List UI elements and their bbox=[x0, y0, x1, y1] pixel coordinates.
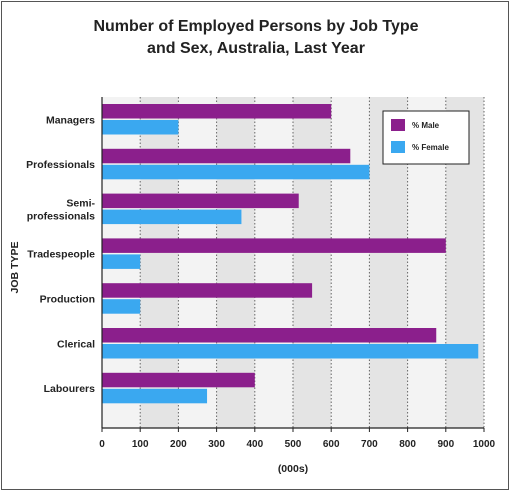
bar-male-3 bbox=[102, 238, 446, 253]
bar-male-2 bbox=[102, 193, 299, 209]
chart-title-line-1: Number of Employed Persons by Job Type bbox=[93, 18, 419, 35]
legend-swatch bbox=[391, 141, 405, 153]
category-label: Managers bbox=[46, 114, 95, 126]
x-tick-label: 600 bbox=[323, 439, 340, 450]
legend-swatch bbox=[391, 119, 405, 131]
bar-female-5 bbox=[102, 344, 479, 359]
category-label: Semi- bbox=[66, 197, 95, 209]
x-tick-label: 1000 bbox=[473, 439, 496, 450]
x-tick-label: 800 bbox=[399, 439, 416, 450]
category-label: Production bbox=[40, 293, 95, 305]
legend-label: % Female bbox=[412, 143, 449, 152]
category-label: Professionals bbox=[26, 159, 95, 171]
x-tick-label: 200 bbox=[170, 439, 187, 450]
bar-male-4 bbox=[102, 283, 313, 298]
bar-male-0 bbox=[102, 104, 332, 119]
bar-female-3 bbox=[102, 254, 141, 269]
x-axis-label: (000s) bbox=[278, 463, 308, 475]
x-tick-label: 0 bbox=[99, 439, 105, 450]
chart-title: Number of Employed Persons by Job Type a… bbox=[0, 16, 512, 60]
background-band bbox=[254, 97, 293, 428]
bar-female-4 bbox=[102, 299, 141, 314]
x-tick-label: 400 bbox=[246, 439, 263, 450]
x-axis: 0 100 200 300 400 500 600 700 800 900 1000 bbox=[99, 97, 496, 450]
chart-title-line-2: and Sex, Australia, Last Year bbox=[147, 40, 365, 57]
x-tick-label: 100 bbox=[132, 439, 149, 450]
bar-female-1 bbox=[102, 164, 370, 180]
background-band bbox=[331, 97, 370, 428]
bar-female-6 bbox=[102, 388, 208, 404]
category-label: professionals bbox=[27, 210, 95, 222]
legend-label: % Male bbox=[412, 121, 440, 130]
category-labels: Managers Professionals Semi-professionals T… bbox=[26, 114, 95, 395]
category-label: Tradespeople bbox=[27, 249, 95, 261]
bar-female-2 bbox=[102, 209, 242, 225]
legend-box bbox=[382, 110, 470, 165]
bar-female-0 bbox=[102, 120, 179, 135]
bars bbox=[102, 104, 479, 404]
category-label: Clerical bbox=[57, 338, 95, 350]
y-axis-label: JOB TYPE bbox=[9, 242, 21, 294]
category-label: Labourers bbox=[44, 383, 96, 395]
legend: % Male % Female bbox=[382, 110, 470, 165]
bar-male-1 bbox=[102, 148, 351, 164]
x-tick-label: 900 bbox=[437, 439, 454, 450]
bar-male-6 bbox=[102, 372, 255, 388]
x-tick-label: 700 bbox=[361, 439, 378, 450]
x-tick-label: 500 bbox=[285, 439, 302, 450]
background-band bbox=[293, 97, 332, 428]
x-tick-label: 300 bbox=[208, 439, 225, 450]
bar-male-5 bbox=[102, 328, 437, 343]
